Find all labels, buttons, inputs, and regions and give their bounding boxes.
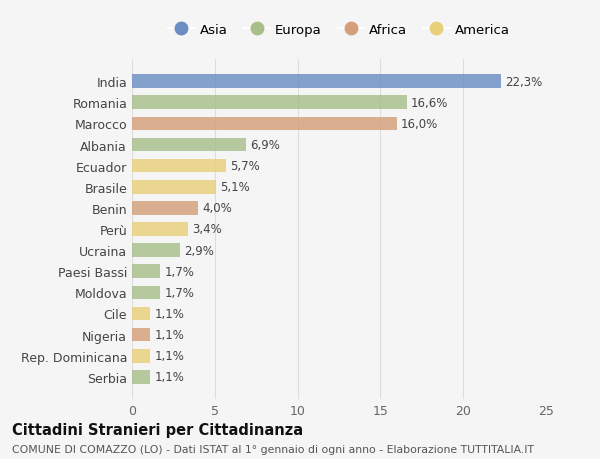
Text: 4,0%: 4,0%: [202, 202, 232, 215]
Text: 5,1%: 5,1%: [221, 181, 250, 194]
Bar: [132, 223, 188, 236]
Bar: [132, 202, 198, 215]
Text: 2,9%: 2,9%: [184, 244, 214, 257]
Text: 6,9%: 6,9%: [250, 139, 280, 151]
Text: 22,3%: 22,3%: [505, 75, 542, 89]
Bar: [132, 286, 160, 300]
Text: COMUNE DI COMAZZO (LO) - Dati ISTAT al 1° gennaio di ogni anno - Elaborazione TU: COMUNE DI COMAZZO (LO) - Dati ISTAT al 1…: [12, 444, 534, 454]
Bar: [132, 117, 397, 131]
Bar: [132, 96, 407, 110]
Legend: Asia, Europa, Africa, America: Asia, Europa, Africa, America: [163, 19, 515, 42]
Text: 3,4%: 3,4%: [193, 223, 222, 236]
Bar: [132, 370, 150, 384]
Bar: [132, 328, 150, 342]
Text: 1,1%: 1,1%: [154, 328, 184, 341]
Bar: [132, 75, 501, 89]
Text: 1,1%: 1,1%: [154, 370, 184, 384]
Text: 1,7%: 1,7%: [164, 286, 194, 299]
Text: 5,7%: 5,7%: [230, 160, 260, 173]
Bar: [132, 307, 150, 321]
Bar: [132, 159, 226, 173]
Bar: [132, 244, 180, 257]
Text: 1,1%: 1,1%: [154, 308, 184, 320]
Text: 16,6%: 16,6%: [411, 96, 448, 110]
Text: 16,0%: 16,0%: [401, 118, 439, 131]
Bar: [132, 138, 246, 152]
Text: 1,1%: 1,1%: [154, 349, 184, 363]
Bar: [132, 265, 160, 279]
Text: 1,7%: 1,7%: [164, 265, 194, 278]
Text: Cittadini Stranieri per Cittadinanza: Cittadini Stranieri per Cittadinanza: [12, 422, 303, 437]
Bar: [132, 349, 150, 363]
Bar: [132, 180, 217, 194]
